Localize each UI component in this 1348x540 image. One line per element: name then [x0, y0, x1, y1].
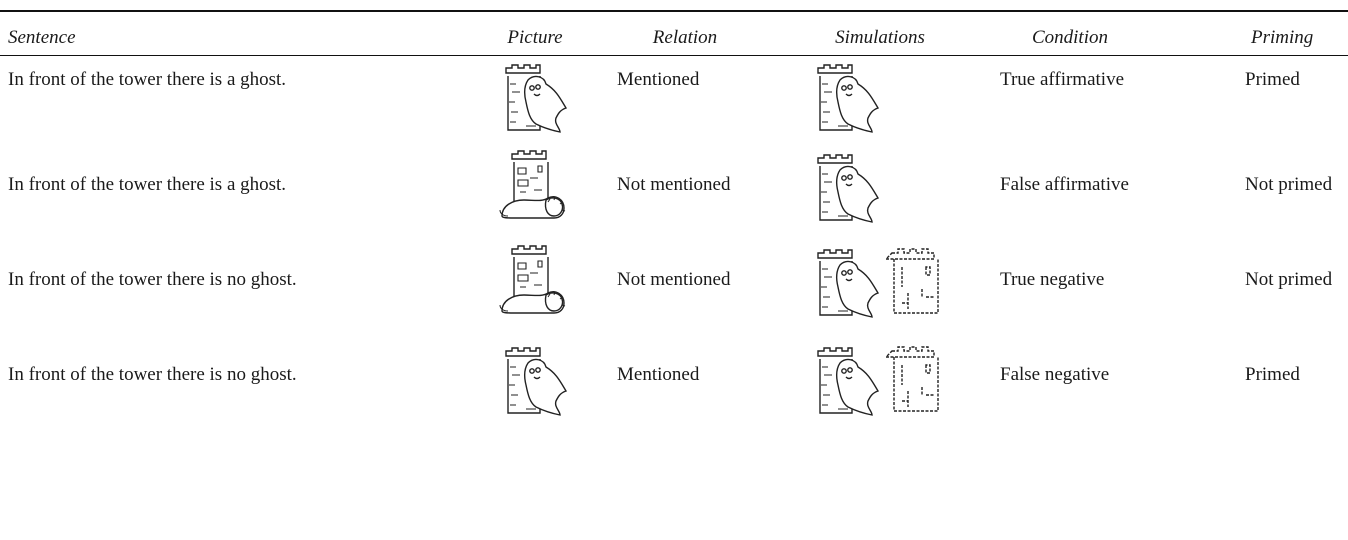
condition: False affirmative [1000, 174, 1129, 195]
relation: Mentioned [617, 364, 700, 385]
simulation [812, 247, 882, 319]
top-rule [0, 10, 1348, 12]
priming: Primed [1245, 364, 1300, 385]
header-cell: Sentence [8, 27, 76, 48]
simulation [882, 245, 952, 317]
picture [498, 245, 568, 317]
sentence: In front of the tower there is a ghost. [8, 69, 287, 90]
condition: False negative [1000, 364, 1110, 385]
sentence: In front of the tower there is no ghost. [8, 269, 297, 290]
simulation [882, 343, 952, 415]
header-cell: Priming [1251, 27, 1314, 48]
priming: Not primed [1245, 174, 1333, 195]
picture [498, 150, 568, 222]
simulation [812, 62, 882, 134]
header-rule [0, 55, 1348, 56]
picture [500, 345, 570, 417]
priming: Not primed [1245, 269, 1333, 290]
relation: Not mentioned [617, 269, 731, 290]
relation: Not mentioned [617, 174, 731, 195]
header-cell: Simulations [835, 27, 925, 48]
header-cell: Picture [507, 27, 563, 48]
priming: Primed [1245, 69, 1300, 90]
sentence: In front of the tower there is no ghost. [8, 364, 297, 385]
sentence: In front of the tower there is a ghost. [8, 174, 287, 195]
relation: Mentioned [617, 69, 700, 90]
simulation [812, 152, 882, 224]
condition: True affirmative [1000, 69, 1125, 90]
condition: True negative [1000, 269, 1105, 290]
header-cell: Condition [1031, 27, 1108, 48]
simulation [812, 345, 882, 417]
header-cell: Relation [652, 27, 718, 48]
picture [500, 62, 570, 134]
